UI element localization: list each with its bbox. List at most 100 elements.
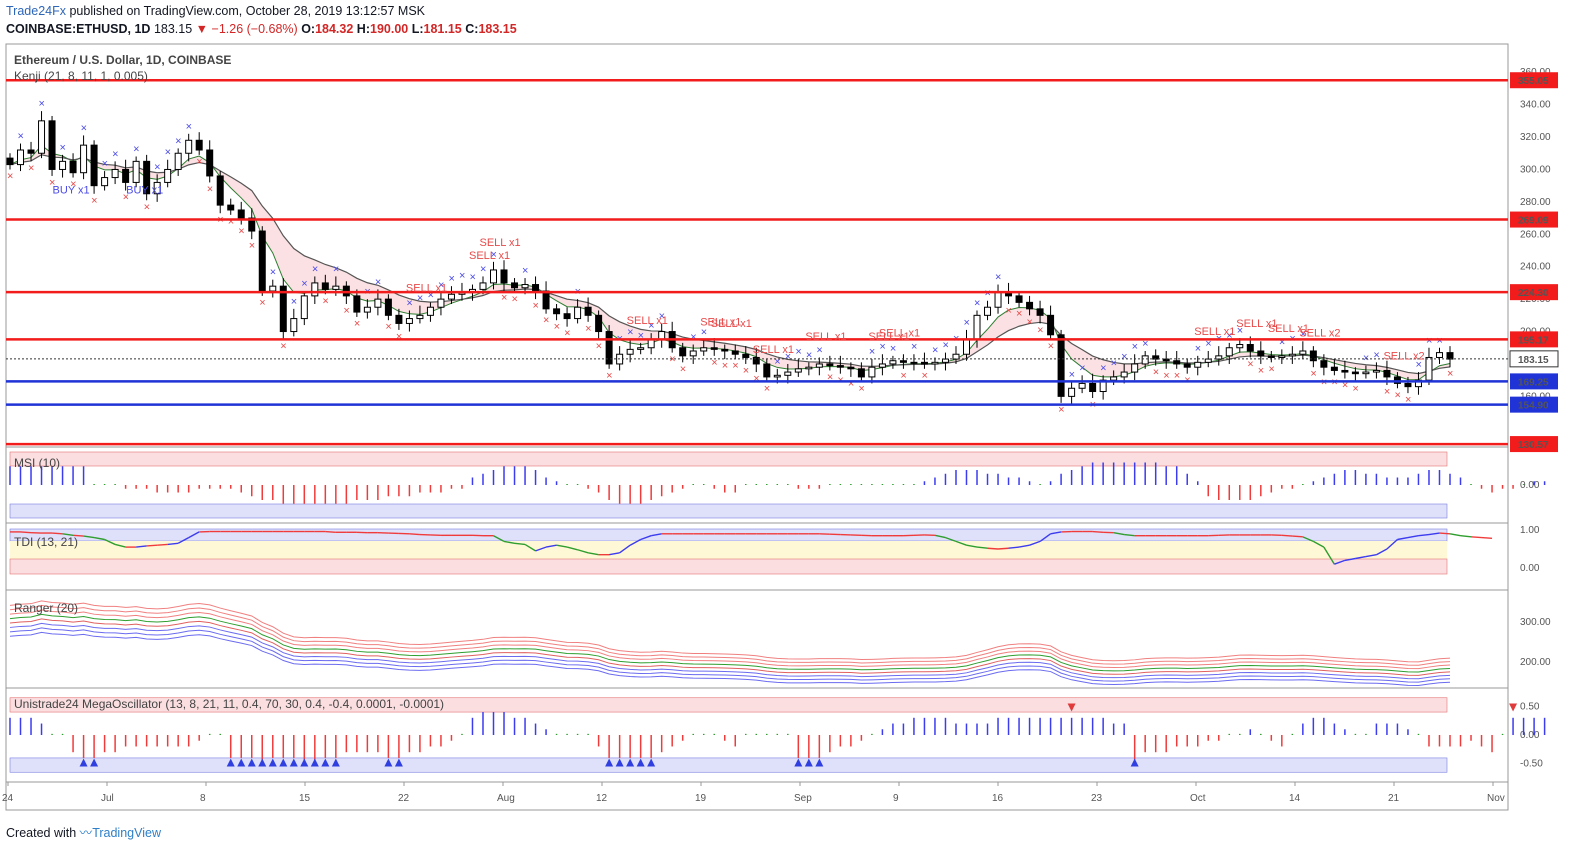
bull-x-marker: ×	[112, 148, 118, 160]
bull-x-marker: ×	[312, 263, 318, 275]
ranger-band-line	[9, 609, 1451, 670]
tdi-line-segment	[1428, 532, 1440, 536]
price-tick-label: 320.00	[1520, 132, 1551, 143]
symbol-label: COINBASE:ETHUSD, 1D	[6, 22, 151, 36]
tdi-line-segment	[1113, 531, 1125, 536]
bullish-candle	[363, 306, 371, 313]
price-tick-label: 260.00	[1520, 229, 1551, 240]
time-tick-label: Nov	[1487, 793, 1505, 804]
bullish-candle	[269, 285, 277, 292]
tradingview-logo-icon[interactable]: 〰	[79, 826, 93, 840]
bull-x-marker: ×	[60, 142, 66, 154]
megaoscillator-pane[interactable]: 0.50 0.00 -0.50	[9, 697, 1546, 773]
bull-x-marker: ×	[375, 276, 381, 288]
bear-x-marker: ×	[1342, 380, 1348, 392]
time-tick-label: Aug	[497, 793, 515, 804]
bearish-candle	[899, 360, 907, 363]
bull-x-marker: ×	[427, 289, 433, 301]
bear-x-marker: ×	[28, 162, 34, 174]
bearish-candle	[248, 217, 256, 232]
bull-x-marker: ×	[1079, 362, 1085, 374]
sell-signal-label: SELL x1	[469, 250, 510, 262]
tdi-line-segment	[1397, 536, 1409, 541]
bull-x-marker: ×	[879, 341, 885, 353]
bull-x-marker: ×	[301, 278, 307, 290]
bullish-candle	[941, 358, 949, 363]
tradingview-link[interactable]: TradingView	[92, 826, 161, 840]
bearish-candle	[27, 149, 35, 154]
bullish-candle	[1435, 352, 1443, 358]
close-label: C:	[465, 22, 479, 36]
sell-signal-label: SELL x1	[406, 282, 447, 294]
level-price-tag	[1510, 72, 1558, 89]
time-tick-label: 19	[695, 793, 707, 804]
bull-x-marker: ×	[1237, 325, 1243, 337]
tdi-line-segment	[20, 531, 32, 534]
level-price-label: 154.90	[1518, 401, 1549, 412]
tdi-pane[interactable]: 1.00 0.00	[9, 525, 1540, 575]
bear-x-marker: ×	[1394, 389, 1400, 401]
tdi-line-segment	[1355, 555, 1367, 560]
up-triangle-icon	[815, 758, 824, 767]
tdi-line-segment	[966, 544, 978, 548]
bearish-candle	[1267, 355, 1275, 358]
bullish-candle	[1236, 344, 1244, 349]
sell-signal-label: SELL x2	[1383, 350, 1424, 362]
msi-pane[interactable]: 0.00	[9, 451, 1546, 519]
time-tick-label: 21	[1388, 793, 1400, 804]
bearish-candle	[143, 160, 151, 195]
bear-x-marker: ×	[343, 305, 349, 317]
bearish-candle	[710, 347, 718, 350]
level-price-label: 355.05	[1518, 76, 1549, 87]
tdi-line-segment	[987, 547, 999, 550]
sell-signal-label: SELL x1	[1194, 326, 1235, 338]
time-axis[interactable]: 24 Jul 8 15 22 Aug 12 19 Sep 9 16 23 Oct 14 21 Nov	[2, 782, 1505, 804]
tdi-line-segment	[629, 538, 641, 546]
bearish-candle	[1047, 314, 1055, 336]
ranger-band-line	[9, 627, 1451, 683]
tdi-line-segment	[1481, 536, 1493, 540]
bullish-candle	[889, 360, 897, 365]
bear-x-marker: ×	[385, 321, 391, 333]
sell-signal-label: SELL x1	[868, 331, 909, 343]
bearish-candle	[237, 209, 245, 219]
bullish-candle	[1068, 387, 1076, 397]
bearish-candle	[279, 285, 287, 333]
mega-tick-label: 0.00	[1520, 730, 1540, 741]
up-triangle-icon	[794, 758, 803, 767]
ranger-band-line	[9, 618, 1451, 676]
megaoscillator-label: Unistrade24 MegaOscillator (13, 8, 21, 1…	[14, 697, 444, 711]
tdi-line-segment	[577, 549, 589, 554]
up-triangle-icon	[331, 758, 340, 767]
main-price-pane[interactable]: 160.00180.00200.00220.00240.00260.00280.…	[6, 67, 1559, 453]
bullish-candle	[38, 120, 46, 154]
bullish-candle	[332, 285, 340, 290]
bullish-candle	[794, 368, 802, 373]
bear-x-marker: ×	[564, 328, 570, 340]
tdi-line-segment	[1344, 557, 1356, 562]
bullish-candle	[878, 363, 886, 368]
bull-x-marker: ×	[1100, 362, 1106, 374]
bull-x-marker: ×	[963, 317, 969, 329]
bearish-candle	[721, 348, 729, 352]
author-link[interactable]: Trade24Fx	[6, 4, 66, 18]
tdi-label: TDI (13, 21)	[14, 535, 78, 549]
bear-x-marker: ×	[196, 156, 202, 168]
bullish-candle	[931, 361, 939, 365]
sell-signal-label: SELL x1	[753, 344, 794, 356]
bullish-candle	[994, 292, 1002, 308]
tdi-line-segment	[73, 534, 84, 537]
bull-x-marker: ×	[175, 135, 181, 147]
bear-x-marker: ×	[322, 295, 328, 307]
ranger-pane[interactable]: 300.00 200.00	[9, 600, 1551, 686]
tdi-tick-label: 1.00	[1520, 525, 1540, 536]
buy-signal-label: BUY x1	[53, 184, 90, 196]
bear-x-marker: ×	[848, 378, 854, 390]
bear-x-marker: ×	[396, 331, 402, 343]
bull-x-marker: ×	[18, 131, 24, 143]
tdi-line-segment	[409, 533, 420, 536]
msi-oversold-zone	[9, 503, 1448, 519]
bull-x-marker: ×	[1436, 335, 1442, 347]
tdi-line-segment	[62, 533, 74, 537]
